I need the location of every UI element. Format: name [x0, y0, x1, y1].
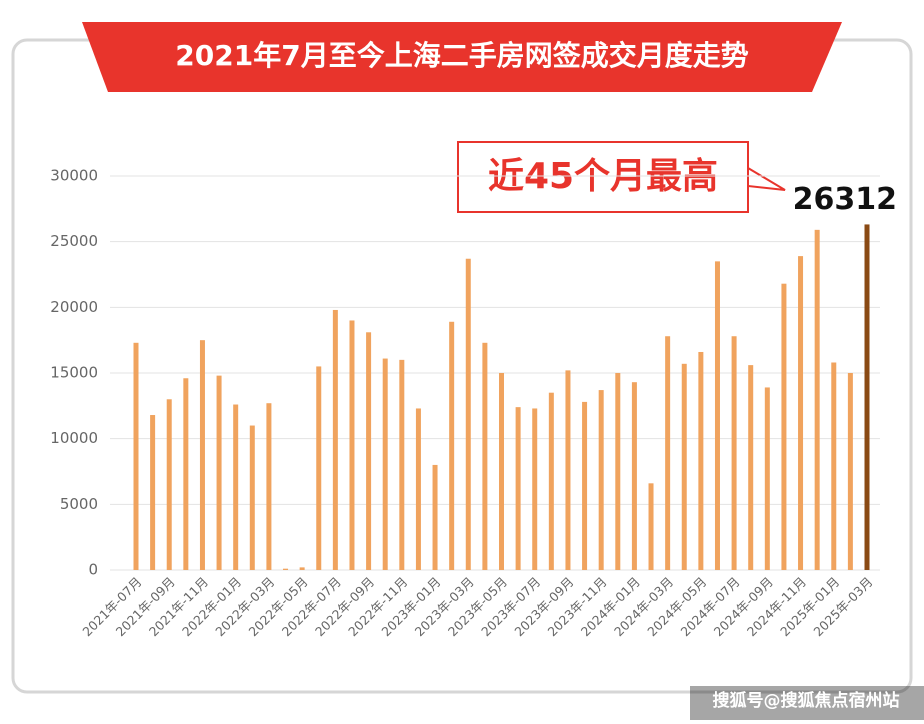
title-banner [82, 22, 842, 92]
y-tick-label: 10000 [50, 429, 98, 447]
bar [847, 373, 853, 570]
bar [615, 373, 621, 570]
bar [366, 332, 372, 570]
bar [399, 359, 405, 570]
bar [283, 568, 289, 570]
footer: 搜狐号@搜狐焦点宿州站 [713, 690, 900, 711]
bar [465, 258, 471, 570]
y-tick-label: 5000 [60, 495, 98, 513]
bar [150, 415, 156, 570]
bar [798, 256, 804, 570]
bar [166, 399, 172, 570]
bar [432, 464, 438, 570]
bar [133, 342, 139, 570]
bar [499, 373, 504, 570]
bar [349, 320, 355, 570]
bar [681, 363, 687, 570]
bar [515, 407, 521, 570]
value-label: 26312 [793, 182, 897, 217]
bar [299, 567, 305, 570]
bar [764, 387, 770, 570]
bar [831, 362, 837, 570]
bar [482, 342, 488, 570]
bar [648, 483, 654, 570]
bar [565, 370, 571, 570]
bar [415, 408, 421, 570]
bar [183, 378, 189, 570]
bar [814, 229, 820, 570]
bar [199, 340, 205, 570]
y-tick-label: 30000 [50, 167, 98, 185]
bar [249, 425, 255, 570]
y-tick-label: 15000 [50, 364, 98, 382]
bar [748, 365, 754, 570]
bar [698, 351, 704, 570]
bar [332, 309, 338, 570]
footer-bg [690, 686, 924, 720]
bar [714, 261, 720, 570]
annotation-pointer [747, 166, 786, 191]
bar [532, 408, 538, 570]
bar [216, 375, 222, 570]
annotation-box [457, 141, 749, 213]
bar [665, 336, 671, 570]
bar [781, 283, 787, 570]
y-tick-label: 0 [88, 561, 98, 579]
bar [233, 404, 239, 570]
bar [548, 392, 554, 570]
bar [731, 336, 737, 570]
bar [266, 403, 272, 570]
bar [631, 382, 637, 570]
bar [449, 321, 455, 570]
bar [598, 390, 604, 570]
chart-title: 2021年7月至今上海二手房网签成交月度走势 [175, 39, 748, 72]
bar [864, 224, 870, 570]
y-tick-label: 25000 [50, 232, 98, 250]
bar [316, 366, 322, 570]
bar [382, 358, 388, 570]
bar [582, 401, 588, 570]
y-tick-label: 20000 [50, 298, 98, 316]
